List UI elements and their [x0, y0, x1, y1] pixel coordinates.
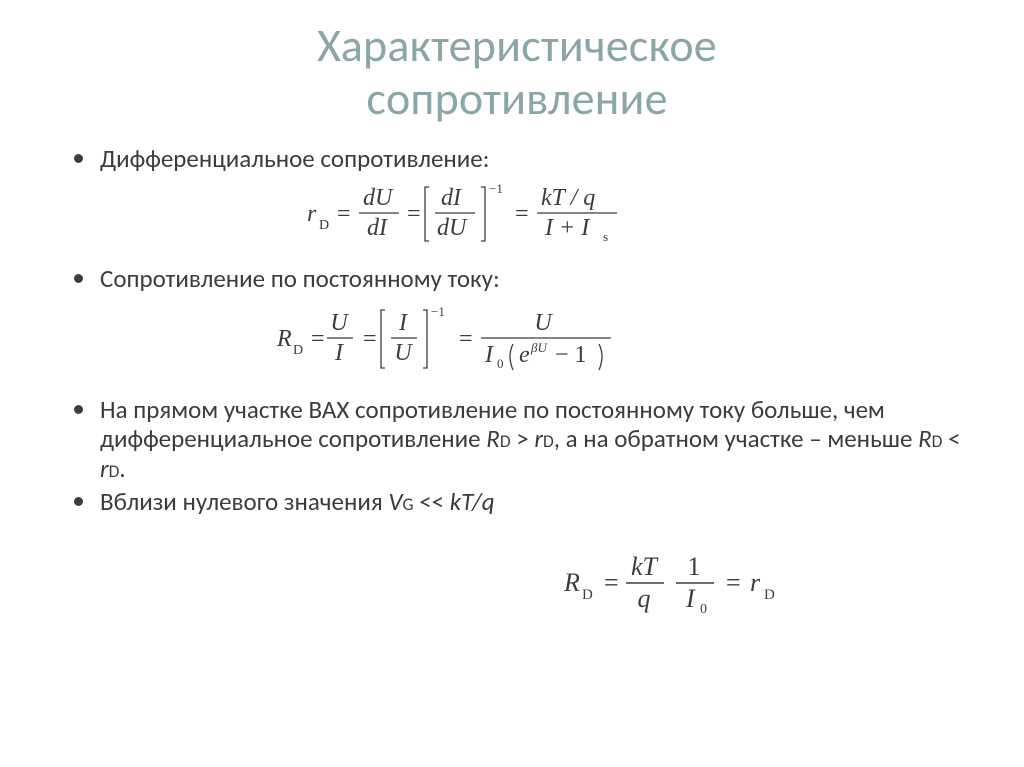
f1-lhs-base: r [307, 201, 317, 227]
f2-frac3-e: e [519, 342, 530, 368]
f1-frac2-num: dI [441, 185, 462, 211]
b3-rel2-op: < [942, 423, 960, 454]
b3-rel1-rhs-base: r [534, 423, 543, 454]
f1-frac1-den: dI [367, 215, 388, 241]
b4-vg-sub: G [403, 493, 414, 515]
f2-frac1-den: I [334, 340, 344, 366]
svg-text:=: = [311, 326, 325, 352]
bullet-1-text: Дифференциальное сопротивление: [100, 143, 489, 174]
b3-rel1-lhs-sub: D [500, 430, 511, 452]
b3-rel1-rhs-sub: D [543, 430, 554, 452]
page-title: Характеристическое сопротивление [70, 20, 964, 126]
f1-frac2-den: dU [437, 215, 468, 241]
f1-frac3-den-sub: s [603, 229, 608, 244]
f1-frac1-num: dU [363, 185, 394, 211]
svg-text:=: = [459, 326, 473, 352]
bullet-2: Сопротивление по постоянному току: [70, 264, 964, 294]
f2-frac2-den: U [394, 340, 413, 366]
formula-1: r D = dU dI = dI dU −1 = kT / q I + I [70, 179, 964, 254]
f1-exp2: −1 [489, 181, 503, 196]
f3-lhs-sub: D [582, 587, 593, 603]
svg-text:=: = [515, 201, 529, 227]
b3-rel2-lhs-base: R [918, 423, 932, 454]
slide: Характеристическое сопротивление Диффере… [0, 0, 1024, 656]
f3-lhs-base: R [564, 568, 580, 597]
f2-lhs-base: R [277, 326, 292, 352]
f1-frac3-num: kT / q [541, 185, 595, 211]
b4-rel: << [414, 486, 450, 517]
svg-text:=: = [363, 326, 377, 352]
title-line-1: Характеристическое [317, 18, 717, 74]
f2-frac2-num: I [398, 310, 408, 336]
f3-fracB-num: 1 [688, 552, 701, 581]
f3-fracB-den-sub: 0 [700, 602, 707, 617]
svg-text:=: = [726, 568, 741, 597]
f2-frac1-num: U [330, 310, 349, 336]
f2-frac3-minus1: − 1 [555, 342, 587, 368]
bullet-3: На прямом участке ВАХ сопротивление по п… [70, 395, 964, 484]
f3-rhs-base: r [750, 568, 761, 597]
f2-frac3-num: U [534, 310, 553, 336]
f1-lhs-sub: D [319, 218, 329, 233]
bullet-4: Вблизи нулевого значения VG << kT/q [70, 487, 964, 517]
f2-frac3-exp: βU [530, 340, 548, 355]
f3-fracA-num: kT [631, 552, 659, 581]
bullet-list: Дифференциальное сопротивление: r D = dU… [70, 144, 964, 517]
f3-fracB-den-base: I [685, 584, 696, 613]
bullet-3-p2: , а на обратном участке – меньше [554, 423, 918, 454]
bullet-4-p1: Вблизи нулевого значения [100, 486, 388, 517]
b3-rel2-rhs-sub: D [109, 460, 120, 482]
f2-frac3-I0-sub: 0 [497, 356, 504, 371]
bullet-3-tail: . [119, 453, 125, 484]
title-line-2: сопротивление [366, 71, 667, 127]
f2-lhs-sub: D [293, 343, 303, 358]
bullet-2-text: Сопротивление по постоянному току: [100, 263, 500, 294]
svg-text:=: = [604, 568, 619, 597]
b3-rel2-lhs-sub: D [932, 430, 943, 452]
b4-vg-base: V [388, 486, 402, 517]
b3-rel2-rhs-base: r [100, 453, 109, 484]
f2-exp2: −1 [431, 304, 445, 319]
formula-2: R D = U I = I U −1 = U I 0 [70, 300, 964, 385]
bullet-1: Дифференциальное сопротивление: [70, 144, 964, 174]
f3-fracA-den: q [638, 584, 651, 613]
f2-frac3-I0-base: I [484, 342, 494, 368]
f3-rhs-sub: D [764, 587, 775, 603]
b3-rel1-lhs-base: R [486, 423, 500, 454]
svg-text:=: = [407, 201, 421, 227]
b4-kt: kT/q [450, 486, 495, 517]
b3-rel1-op: > [511, 423, 535, 454]
svg-text:=: = [337, 201, 351, 227]
f1-frac3-den-left: I + I [544, 215, 590, 241]
formula-3: R D = kT q 1 I 0 = r D [70, 547, 964, 626]
